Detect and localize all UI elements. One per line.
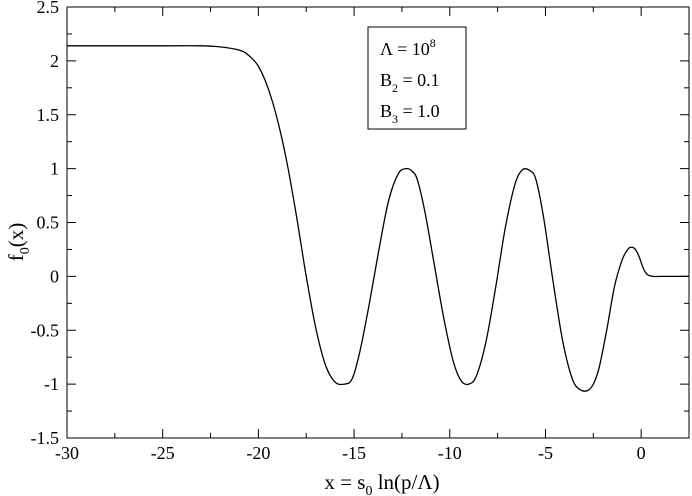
- y-tick-label: -0.5: [31, 320, 60, 340]
- annotation-b2: B2 = 0.1: [380, 70, 440, 95]
- y-axis-title: f0(x): [4, 223, 33, 262]
- y-tick-label: 2: [50, 51, 59, 71]
- y-tick-label: 1: [50, 159, 59, 179]
- y-tick-label: 0: [50, 266, 59, 286]
- y-tick-label: -1.5: [31, 428, 60, 448]
- y-tick-label: 1.5: [37, 105, 60, 125]
- x-tick-label: -5: [538, 443, 553, 463]
- x-tick-label: -20: [246, 443, 270, 463]
- x-tick-label: 0: [637, 443, 646, 463]
- y-tick-label: 0.5: [37, 213, 60, 233]
- x-tick-label: -15: [342, 443, 366, 463]
- y-tick-label: -1: [44, 374, 59, 394]
- x-tick-label: -10: [438, 443, 462, 463]
- ticks: [66, 6, 690, 439]
- annotation-lambda: Λ = 108: [380, 36, 436, 59]
- annotation-b3: B3 = 1.0: [380, 101, 440, 126]
- x-axis-title: x = s0 ln(p/Λ): [324, 470, 439, 496]
- tick-labels: -30 -25 -20 -15 -10 -5 0 -1.5 -1 -0.5 0 0.5 1 1.5 2 2.5: [31, 0, 646, 463]
- x-tick-label: -30: [55, 443, 79, 463]
- x-tick-label: -25: [151, 443, 175, 463]
- y-tick-label: 2.5: [37, 0, 60, 17]
- series-line: [67, 45, 689, 392]
- annotation-box: [367, 26, 467, 130]
